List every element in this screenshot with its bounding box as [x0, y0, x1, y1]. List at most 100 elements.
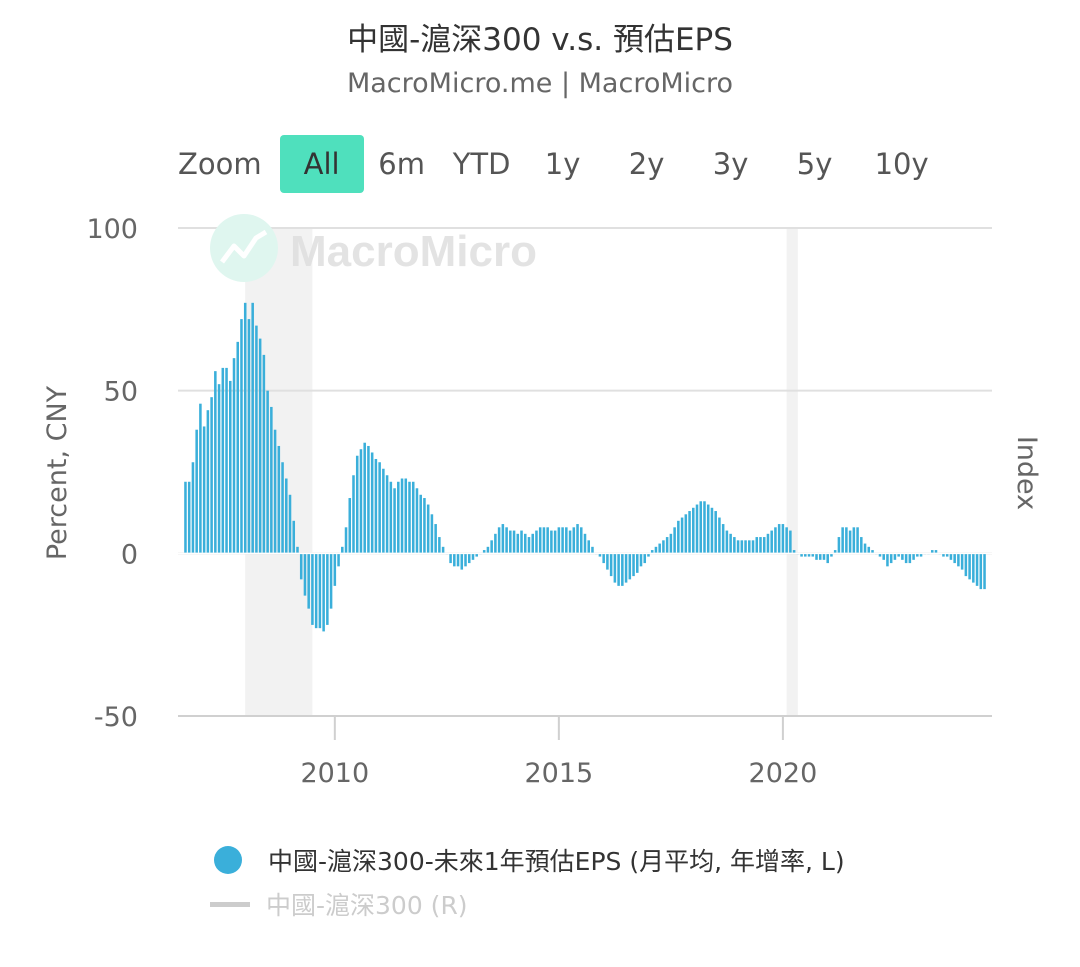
- zoom-5y-button[interactable]: 5y: [796, 147, 833, 181]
- bar: [441, 546, 445, 554]
- legend-label: 中國-滬深300 (R): [266, 891, 468, 920]
- bar: [467, 553, 471, 564]
- bar: [382, 468, 385, 554]
- bar: [934, 550, 938, 554]
- bar: [733, 537, 736, 554]
- bar: [919, 553, 923, 557]
- bar: [314, 553, 318, 629]
- bar: [968, 553, 971, 580]
- legend-item-eps[interactable]: 中國-滬深300-未來1年預估EPS (月平均, 年增率, L): [210, 838, 845, 882]
- bar: [680, 517, 684, 554]
- bar: [602, 553, 605, 564]
- bar: [333, 553, 337, 586]
- bar: [258, 338, 262, 554]
- zoom-1y-button[interactable]: 1y: [544, 147, 581, 181]
- bar: [579, 527, 583, 554]
- bar: [561, 527, 564, 554]
- bar: [748, 540, 751, 554]
- bar: [979, 553, 983, 590]
- bar: [852, 527, 856, 554]
- bar: [639, 553, 643, 567]
- bar: [591, 546, 594, 554]
- bar: [718, 517, 721, 554]
- bar: [822, 553, 826, 560]
- bar: [430, 514, 434, 554]
- bar: [826, 553, 829, 564]
- bar: [774, 527, 777, 554]
- bar: [255, 325, 258, 554]
- bar: [229, 380, 232, 554]
- legend-item-index[interactable]: 中國-滬深300 (R): [210, 882, 845, 926]
- bar: [527, 537, 531, 554]
- bar: [658, 543, 661, 554]
- bar: [494, 533, 497, 554]
- bar: [546, 527, 549, 554]
- bar: [486, 546, 490, 554]
- bar: [609, 553, 613, 577]
- zoom-ytd-button[interactable]: YTD: [452, 147, 511, 181]
- bar: [326, 553, 329, 625]
- bar: [800, 553, 803, 557]
- bar: [557, 527, 561, 554]
- bar: [606, 553, 609, 570]
- bar: [299, 553, 303, 580]
- bar: [942, 553, 945, 557]
- bar: [270, 406, 273, 554]
- bar: [497, 527, 501, 554]
- bar: [490, 540, 493, 554]
- bar: [833, 550, 837, 554]
- bar: [677, 520, 680, 554]
- bar: [400, 478, 404, 554]
- bar: [535, 530, 538, 554]
- bar: [841, 527, 844, 554]
- bar: [845, 527, 848, 554]
- bar: [206, 410, 210, 554]
- bar: [337, 553, 340, 567]
- bar: [236, 341, 240, 554]
- zoom-all-button[interactable]: All: [279, 135, 364, 193]
- y-tick-label: -50: [94, 702, 138, 733]
- bar: [628, 553, 632, 580]
- bar: [311, 553, 314, 625]
- bar: [187, 481, 191, 554]
- y-axis-left-label: Percent, CNY: [42, 385, 73, 560]
- bar: [374, 458, 378, 554]
- bar: [370, 452, 374, 554]
- bar: [878, 553, 882, 557]
- y-tick-label: 100: [86, 214, 138, 245]
- bar: [251, 302, 254, 554]
- bar: [217, 384, 221, 554]
- bar: [953, 553, 956, 564]
- zoom-6m-button[interactable]: 6m: [378, 147, 425, 181]
- bar: [930, 550, 934, 554]
- bar: [983, 553, 986, 590]
- bar: [516, 533, 520, 554]
- bar: [355, 455, 359, 554]
- bar: [509, 530, 512, 554]
- zoom-bar: Zoom All 6m YTD 1y 2y 3y 5y 10y: [178, 135, 930, 193]
- bar: [240, 319, 243, 554]
- bar: [419, 494, 422, 554]
- zoom-2y-button[interactable]: 2y: [628, 147, 665, 181]
- zoom-10y-button[interactable]: 10y: [874, 147, 929, 181]
- bar: [613, 553, 617, 583]
- bar: [475, 553, 478, 557]
- bar: [882, 553, 885, 560]
- bar: [464, 553, 467, 567]
- bar: [385, 475, 389, 554]
- bar: [322, 553, 325, 632]
- bar: [423, 498, 426, 554]
- bar: [710, 507, 714, 554]
- bar: [856, 527, 859, 554]
- legend: 中國-滬深300-未來1年預估EPS (月平均, 年增率, L) 中國-滬深30…: [210, 838, 845, 926]
- bar: [359, 449, 363, 554]
- bar: [908, 553, 912, 564]
- bar: [762, 537, 766, 554]
- bar: [692, 507, 695, 554]
- bar: [703, 501, 706, 554]
- chart-title: 中國-滬深300 v.s. 預估EPS: [347, 22, 733, 58]
- bar: [916, 553, 919, 557]
- bar: [273, 429, 277, 554]
- bar: [232, 358, 236, 554]
- zoom-3y-button[interactable]: 3y: [712, 147, 749, 181]
